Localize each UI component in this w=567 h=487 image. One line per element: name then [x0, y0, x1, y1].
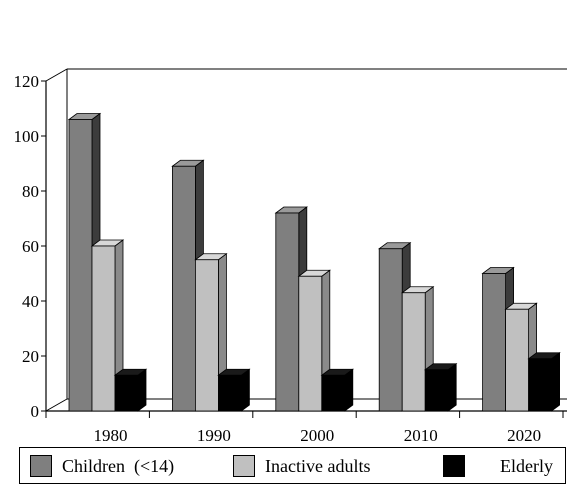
- bar-side: [551, 351, 560, 412]
- legend-label-elderly: Elderly: [500, 455, 553, 476]
- bar-front: [194, 259, 219, 412]
- bar: [527, 351, 561, 412]
- wall-top-corner: [45, 68, 68, 82]
- bar-front: [401, 292, 426, 412]
- y-tick-label: 40: [22, 292, 39, 311]
- y-tick-label: 80: [22, 182, 39, 201]
- legend-swatch-inactive-adults: [233, 455, 255, 477]
- bar-front: [298, 275, 323, 412]
- bar-front: [528, 358, 552, 412]
- y-tick-label: 120: [14, 72, 40, 91]
- bar-front: [275, 212, 300, 412]
- bar-front: [114, 374, 139, 412]
- bar: [217, 368, 251, 412]
- bar-front: [68, 119, 93, 412]
- bar-front: [378, 248, 403, 412]
- legend-swatch-children: [30, 455, 52, 477]
- bar-front: [217, 374, 242, 412]
- bar-side: [344, 368, 354, 412]
- legend-label-inactive-adults: Inactive adults: [265, 455, 371, 476]
- legend-item-elderly: Elderly: [443, 455, 553, 477]
- bar-front: [505, 308, 530, 412]
- chart-labels: 0 20 40 60 80 100 120 1980 1990 2000 2010 2020: [14, 72, 542, 445]
- x-tick-label: 1980: [94, 426, 128, 445]
- bar-front: [424, 369, 449, 412]
- y-tick-label: 60: [22, 237, 39, 256]
- bar-front: [171, 165, 196, 412]
- floor-left-edge: [45, 398, 68, 412]
- bar-side: [240, 368, 250, 412]
- legend-item-children: Children (<14): [30, 455, 174, 477]
- legend-label-children: Children (<14): [62, 455, 175, 476]
- bar-front: [91, 245, 116, 412]
- bar-side: [137, 368, 147, 412]
- legend-item-inactive-adults: Inactive adults: [233, 455, 370, 477]
- bar-side: [447, 362, 457, 412]
- chart-bars: [67, 112, 561, 412]
- bar: [113, 368, 148, 412]
- bar-front: [482, 273, 507, 412]
- x-tick-label: 1990: [197, 426, 231, 445]
- legend-swatch-elderly: [443, 455, 465, 477]
- bar-front: [321, 374, 346, 412]
- x-tick-label: 2000: [300, 426, 334, 445]
- chart-legend: Children (<14) Inactive adults Elderly: [19, 447, 566, 484]
- bar: [320, 368, 354, 412]
- x-tick-label: 2010: [404, 426, 438, 445]
- y-tick-label: 0: [31, 402, 40, 421]
- bar: [424, 362, 458, 412]
- y-tick-label: 20: [22, 347, 39, 366]
- chart: 0 20 40 60 80 100 120 1980 1990 2000 2010 2020: [14, 68, 567, 445]
- x-tick-label: 2020: [507, 426, 541, 445]
- y-tick-label: 100: [14, 127, 40, 146]
